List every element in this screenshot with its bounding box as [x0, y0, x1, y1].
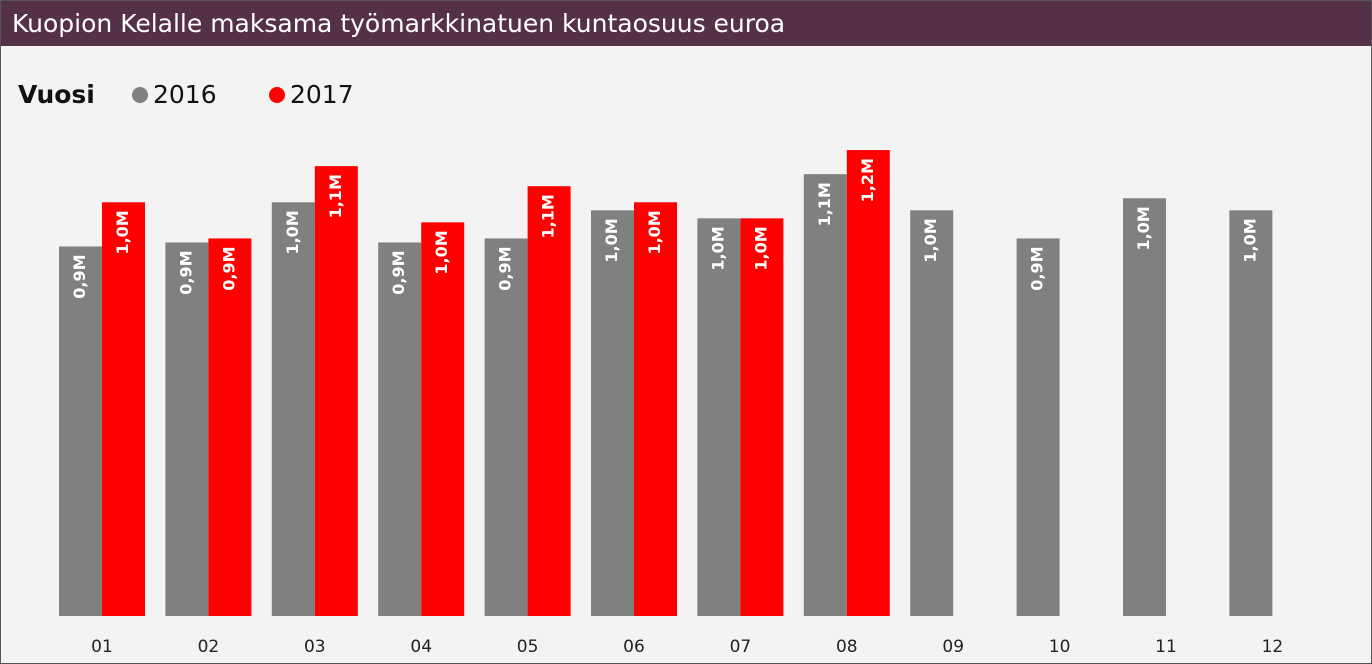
data-label: 1,2M — [858, 158, 877, 202]
data-label: 1,0M — [1240, 218, 1259, 262]
bar — [1229, 210, 1273, 617]
bar — [591, 210, 634, 617]
legend-label: 2017 — [290, 80, 354, 109]
bar — [59, 246, 102, 616]
data-label: 1,0M — [602, 218, 621, 262]
bar — [208, 238, 252, 616]
x-tick-label: 02 — [198, 637, 220, 657]
data-label: 0,9M — [176, 250, 195, 294]
x-tick-label: 11 — [1155, 637, 1177, 657]
data-label: 1,1M — [539, 194, 558, 238]
x-tick-label: 06 — [623, 637, 645, 657]
bar — [378, 242, 422, 616]
bar — [740, 218, 784, 616]
bar — [102, 202, 145, 617]
data-label: 1,0M — [283, 210, 302, 254]
bar — [697, 218, 741, 616]
bar — [803, 174, 847, 616]
data-label: 0,9M — [219, 246, 238, 290]
data-label: 1,0M — [921, 218, 940, 262]
bar — [165, 242, 209, 616]
legend-title: Vuosi — [18, 80, 95, 109]
bar — [421, 222, 465, 616]
x-tick-label: 04 — [410, 637, 432, 657]
data-label: 0,9M — [389, 250, 408, 294]
x-tick-label: 12 — [1262, 637, 1284, 657]
data-label: 1,0M — [708, 226, 727, 270]
x-tick-label: 10 — [1049, 637, 1071, 657]
legend-marker — [132, 87, 148, 103]
bar — [484, 238, 528, 616]
data-label: 1,1M — [326, 174, 345, 218]
bar — [271, 202, 315, 617]
x-tick-label: 08 — [836, 637, 858, 657]
legend-label: 2016 — [153, 80, 217, 109]
x-tick-label: 03 — [304, 637, 326, 657]
bar — [910, 210, 954, 617]
legend-marker — [269, 87, 285, 103]
bar — [634, 202, 677, 617]
bar — [1016, 238, 1060, 616]
data-label: 1,0M — [432, 230, 451, 274]
data-label: 0,9M — [1028, 246, 1047, 290]
data-label: 0,9M — [496, 246, 515, 290]
chart-title: Kuopion Kelalle maksama työmarkkinatuen … — [12, 9, 785, 38]
x-tick-label: 09 — [942, 637, 964, 657]
data-label: 1,0M — [1134, 206, 1153, 250]
data-label: 1,0M — [751, 226, 770, 270]
bar — [527, 186, 571, 616]
bar — [846, 150, 890, 617]
bar — [314, 166, 358, 616]
data-label: 1,1M — [815, 182, 834, 226]
x-tick-label: 01 — [91, 637, 113, 657]
x-tick-label: 05 — [517, 637, 539, 657]
data-label: 1,0M — [645, 210, 664, 254]
x-tick-label: 07 — [730, 637, 752, 657]
data-label: 0,9M — [70, 254, 89, 298]
data-label: 1,0M — [113, 210, 132, 254]
bar — [1123, 198, 1166, 616]
title-bar — [1, 1, 1371, 46]
